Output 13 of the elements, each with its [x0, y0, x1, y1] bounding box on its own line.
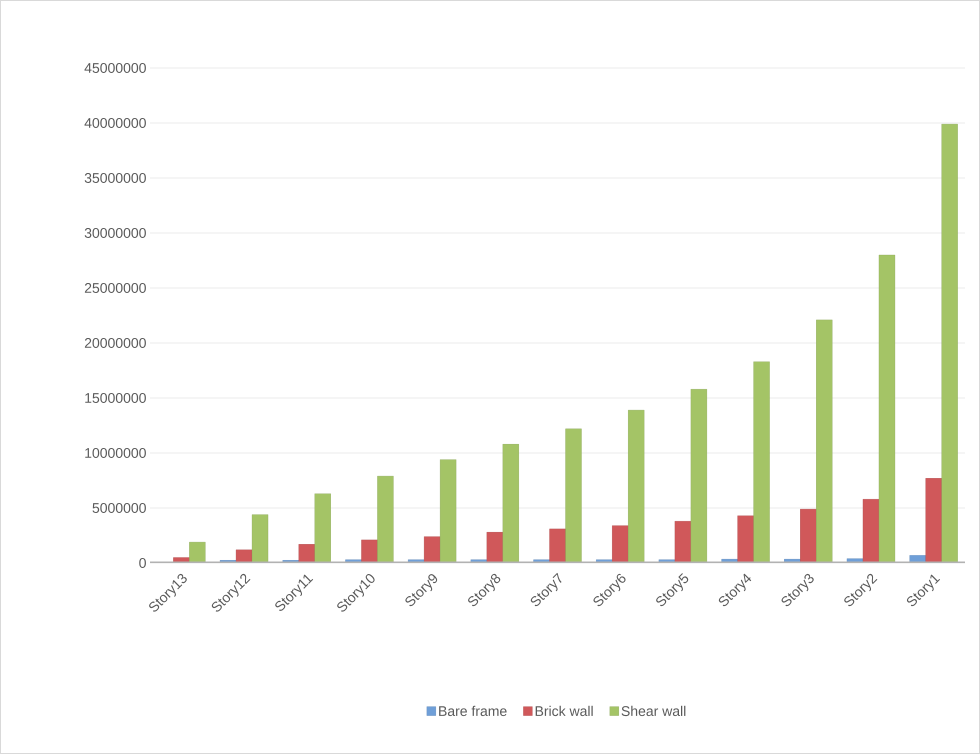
y-tick-label: 15000000 — [85, 393, 146, 403]
y-tick-label: 35000000 — [84, 173, 146, 183]
legend-label: Bare frame — [439, 706, 507, 716]
legend-label: Brick wall — [536, 706, 593, 716]
y-tick-label: 30000000 — [84, 228, 146, 238]
y-tick-label: 25000000 — [84, 283, 146, 293]
y-tick-label: 45000000 — [84, 63, 146, 73]
y-tick-label: 10000000 — [85, 448, 146, 458]
y-tick-label: 5000000 — [92, 503, 146, 513]
y-tick-label: 0 — [139, 558, 146, 568]
y-tick-label: 40000000 — [84, 118, 146, 128]
legend-label: Shear wall — [622, 706, 686, 716]
y-tick-label: 20000000 — [84, 338, 146, 348]
